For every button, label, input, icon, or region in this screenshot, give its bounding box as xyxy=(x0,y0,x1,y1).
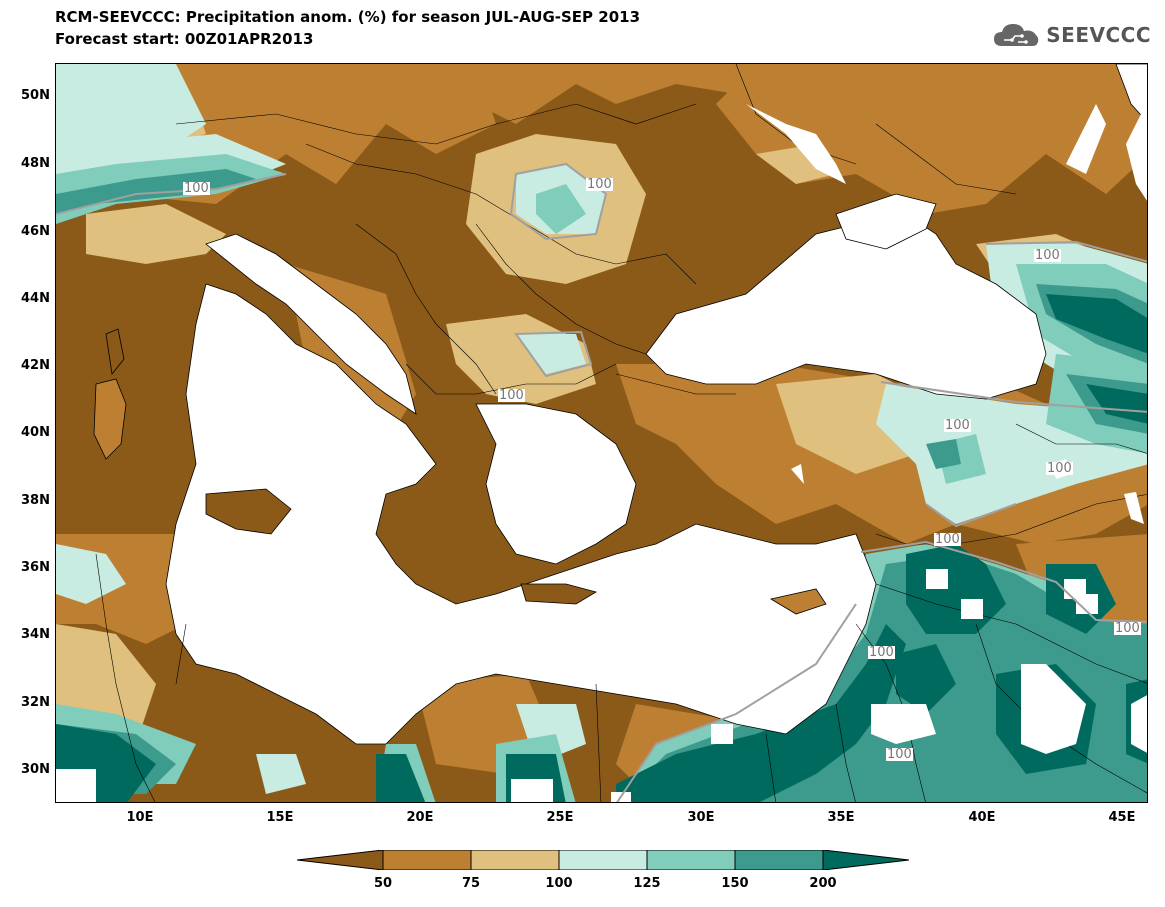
contour-label: 100 xyxy=(868,645,895,660)
lon-label-15e: 15E xyxy=(266,810,294,825)
lat-label-48n: 48N xyxy=(21,156,50,171)
lon-label-45e: 45E xyxy=(1108,810,1136,825)
corsica xyxy=(105,328,125,375)
contour-label: 100 xyxy=(944,418,971,433)
seevccc-logo: SEEVCCC xyxy=(992,20,1151,50)
precipitation-anomaly-map: 100 100 100 100 100 100 100 100 100 100 xyxy=(55,63,1148,803)
colorbar-label-100: 100 xyxy=(545,876,573,891)
lat-label-36n: 36N xyxy=(21,560,50,575)
crete xyxy=(520,583,598,605)
contour-label: 100 xyxy=(498,388,525,403)
islands xyxy=(93,193,937,615)
lat-label-34n: 34N xyxy=(21,627,50,642)
caspian-edge xyxy=(1115,64,1147,123)
colorbar xyxy=(297,850,909,870)
contour-label: 100 xyxy=(886,747,913,762)
colorbar-label-200: 200 xyxy=(809,876,837,891)
colorbar-125-150 xyxy=(646,850,736,870)
contour-label: 100 xyxy=(586,177,613,192)
lon-label-35e: 35E xyxy=(827,810,855,825)
lon-label-25e: 25E xyxy=(546,810,574,825)
contour-label: 100 xyxy=(934,532,961,547)
lat-label-44n: 44N xyxy=(21,291,50,306)
cloud-icon xyxy=(994,24,1039,46)
sea-areas xyxy=(165,64,1147,745)
colorbar-75-100 xyxy=(470,850,560,870)
lat-label-32n: 32N xyxy=(21,695,50,710)
lon-label-40e: 40E xyxy=(968,810,996,825)
sardinia xyxy=(93,378,127,460)
aegean-sea xyxy=(475,403,637,565)
map-canvas xyxy=(56,64,1147,802)
mediterranean-sea xyxy=(165,283,877,745)
contour-label: 100 xyxy=(1046,461,1073,476)
colorbar-label-75: 75 xyxy=(461,876,481,891)
contour-100-lines xyxy=(56,162,1147,802)
lat-label-30n: 30N xyxy=(21,762,50,777)
colorbar-100-125 xyxy=(558,850,648,870)
cyprus xyxy=(769,588,827,615)
colorbar-label-50: 50 xyxy=(373,876,393,891)
logo-text: SEEVCCC xyxy=(1046,23,1151,47)
lat-label-50n: 50N xyxy=(21,88,50,103)
map-title: RCM-SEEVCCC: Precipitation anom. (%) for… xyxy=(55,8,640,26)
forecast-start-label: Forecast start: 00Z01APR2013 xyxy=(55,30,314,48)
no-data-patches xyxy=(56,99,1147,802)
country-borders xyxy=(95,64,1147,802)
crimea xyxy=(835,193,937,250)
colorbar-lt50 xyxy=(297,850,384,870)
colorbar-label-150: 150 xyxy=(721,876,749,891)
lat-label-38n: 38N xyxy=(21,493,50,508)
contour-label: 100 xyxy=(1034,248,1061,263)
contour-label: 100 xyxy=(183,181,210,196)
sicily xyxy=(205,488,292,535)
adriatic-sea xyxy=(205,233,417,415)
lat-label-46n: 46N xyxy=(21,224,50,239)
colorbar-50-75 xyxy=(382,850,472,870)
lon-label-10e: 10E xyxy=(126,810,154,825)
colorbar-150-200 xyxy=(734,850,824,870)
lat-label-40n: 40N xyxy=(21,425,50,440)
lon-label-20e: 20E xyxy=(406,810,434,825)
colorbar-label-125: 125 xyxy=(633,876,661,891)
lat-label-42n: 42N xyxy=(21,358,50,373)
colorbar-gt200 xyxy=(822,850,909,870)
contour-label: 100 xyxy=(1114,621,1141,636)
lon-label-30e: 30E xyxy=(687,810,715,825)
black-sea xyxy=(645,213,1047,400)
